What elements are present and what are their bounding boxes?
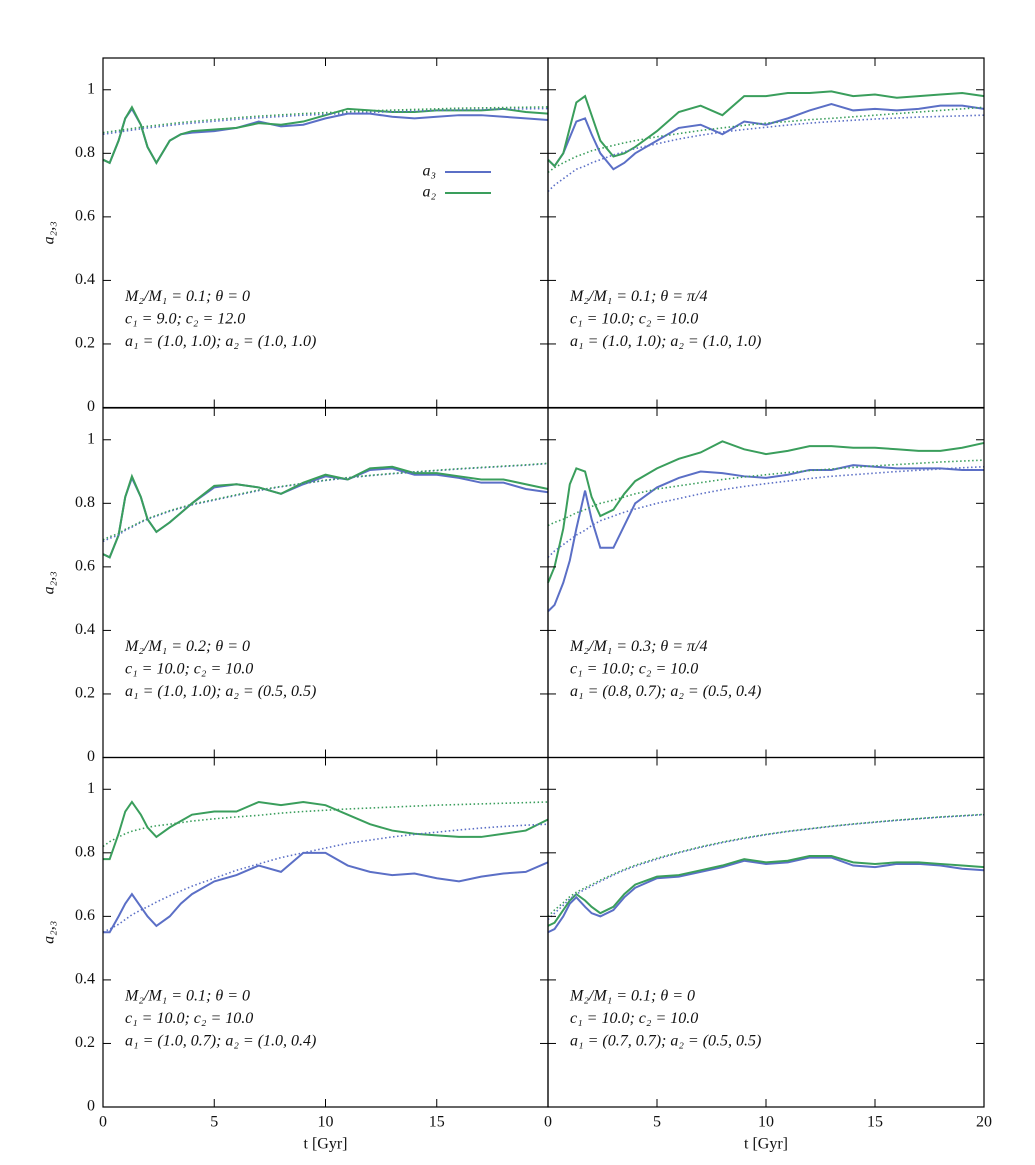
y-tick-label: 1	[87, 780, 95, 797]
panel-frame	[102, 756, 549, 1108]
panel-frame	[547, 756, 985, 1108]
y-tick-label: 0.8	[75, 144, 95, 161]
fit-line	[102, 823, 549, 933]
annotation: c₁ = 10.0; c₂ = 10.0	[570, 1010, 698, 1027]
annotation: M₂/M₁ = 0.1; θ = 0	[569, 988, 695, 1005]
x-tick-label: 15	[867, 1114, 883, 1131]
x-tick-label: 0	[99, 1114, 107, 1131]
data-line	[102, 467, 549, 559]
y-axis-label: a₂,₃	[41, 571, 58, 594]
y-tick-label: 1	[87, 430, 95, 447]
annotation: M₂/M₁ = 0.3; θ = π/4	[569, 638, 707, 655]
data-line	[547, 440, 985, 584]
annotation: M₂/M₁ = 0.1; θ = 0	[124, 988, 250, 1005]
annotation: c₁ = 10.0; c₂ = 10.0	[570, 311, 698, 328]
data-line	[547, 856, 985, 934]
fit-line	[102, 106, 549, 134]
annotation: a₁ = (0.7, 0.7); a₂ = (0.5, 0.5)	[570, 1033, 761, 1050]
y-tick-label: 1	[87, 80, 95, 97]
y-axis-label: a₂,₃	[41, 221, 58, 244]
x-tick-label: 5	[653, 1114, 661, 1131]
panel-frame	[547, 57, 985, 409]
y-tick-label: 0.2	[75, 335, 95, 352]
y-tick-label: 0.6	[75, 907, 95, 924]
data-line	[547, 855, 985, 927]
data-line	[103, 851, 549, 934]
y-tick-label: 0	[87, 398, 95, 415]
y-tick-label: 0.8	[75, 494, 95, 511]
annotation: a₁ = (0.8, 0.7); a₂ = (0.5, 0.4)	[570, 683, 761, 700]
data-line	[103, 800, 549, 861]
y-tick-label: 0.2	[75, 1034, 95, 1051]
x-tick-label: 10	[758, 1114, 774, 1131]
fit-line	[547, 465, 985, 558]
annotation: a₁ = (1.0, 0.7); a₂ = (1.0, 0.4)	[125, 1033, 316, 1050]
y-tick-label: 0	[87, 748, 95, 765]
x-tick-label: 5	[210, 1114, 218, 1131]
panel-frame	[102, 407, 549, 759]
y-tick-label: 0	[87, 1098, 95, 1115]
data-line	[102, 465, 549, 559]
annotation: c₁ = 9.0; c₂ = 12.0	[125, 311, 245, 328]
fit-line	[547, 813, 985, 917]
data-line	[547, 90, 985, 168]
data-line	[102, 105, 549, 165]
x-tick-label: 0	[544, 1114, 552, 1131]
x-axis-label: t [Gyr]	[304, 1136, 348, 1153]
annotation: a₁ = (1.0, 1.0); a₂ = (0.5, 0.5)	[125, 683, 316, 700]
annotation: c₁ = 10.0; c₂ = 10.0	[125, 661, 253, 678]
annotation: c₁ = 10.0; c₂ = 10.0	[570, 661, 698, 678]
fit-line	[547, 813, 985, 921]
y-axis-label: a₂,₃	[41, 921, 58, 944]
y-tick-label: 0.2	[75, 685, 95, 702]
panel-frame	[547, 407, 985, 759]
y-tick-label: 0.8	[75, 843, 95, 860]
fit-line	[547, 459, 985, 527]
fit-line	[102, 107, 549, 136]
data-line	[102, 106, 549, 165]
legend-label: a₂	[422, 184, 436, 201]
data-line	[547, 103, 985, 171]
legend-label: a₃	[422, 163, 436, 180]
annotation: a₁ = (1.0, 1.0); a₂ = (1.0, 1.0)	[125, 333, 316, 350]
annotation: M₂/M₁ = 0.2; θ = 0	[124, 638, 250, 655]
annotation: M₂/M₁ = 0.1; θ = 0	[124, 288, 250, 305]
y-tick-label: 0.4	[75, 971, 95, 988]
fit-line	[102, 801, 549, 848]
x-tick-label: 20	[976, 1114, 992, 1131]
x-axis-label: t [Gyr]	[744, 1136, 788, 1153]
y-tick-label: 0.4	[75, 271, 95, 288]
fit-line	[547, 114, 985, 193]
fit-line	[102, 462, 549, 541]
y-tick-label: 0.6	[75, 558, 95, 575]
annotation: a₁ = (1.0, 1.0); a₂ = (1.0, 1.0)	[570, 333, 761, 350]
annotation: c₁ = 10.0; c₂ = 10.0	[125, 1010, 253, 1027]
annotation: M₂/M₁ = 0.1; θ = π/4	[569, 288, 707, 305]
x-tick-label: 10	[318, 1114, 334, 1131]
y-tick-label: 0.4	[75, 621, 95, 638]
data-line	[547, 464, 984, 613]
x-tick-label: 15	[429, 1114, 445, 1131]
y-tick-label: 0.6	[75, 208, 95, 225]
